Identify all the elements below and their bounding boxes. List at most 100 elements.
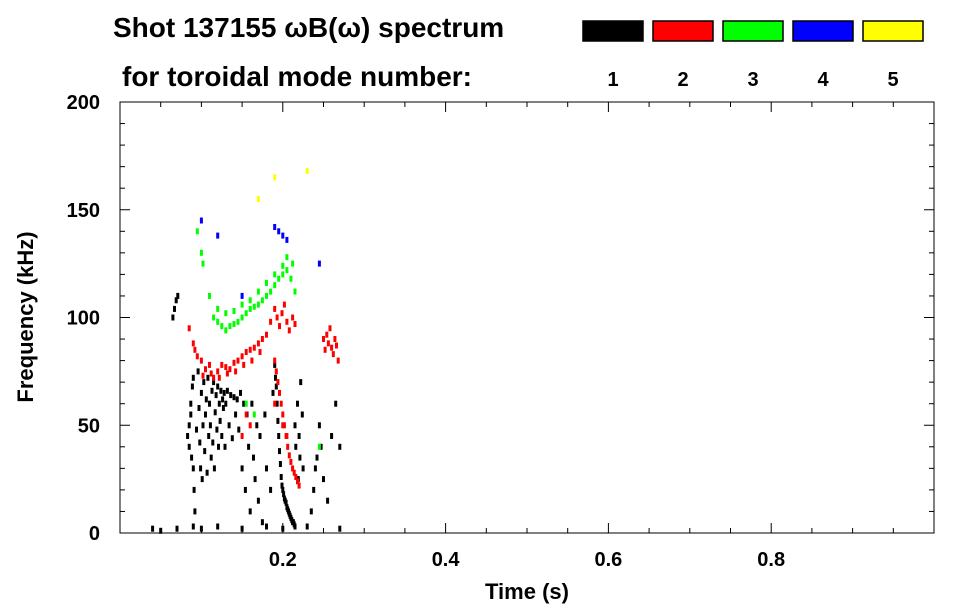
data-point [285, 236, 289, 243]
legend-swatch-3 [722, 20, 784, 42]
data-point [191, 465, 195, 472]
data-point [232, 308, 236, 314]
x-tick-label: 0.6 [594, 549, 622, 571]
data-points [151, 168, 342, 534]
data-point [258, 349, 262, 355]
data-point [244, 310, 248, 317]
data-point [213, 409, 217, 416]
data-point [279, 400, 283, 407]
data-point [248, 422, 252, 429]
data-point [216, 318, 220, 325]
data-point [269, 486, 273, 493]
data-point [273, 271, 277, 278]
data-point [232, 394, 236, 401]
data-point [224, 310, 228, 317]
data-point [282, 301, 286, 308]
data-point [243, 486, 247, 493]
data-point [276, 379, 280, 386]
legend-swatch-2 [652, 20, 714, 42]
data-point [224, 327, 228, 334]
data-point [265, 280, 268, 286]
data-point [224, 364, 228, 371]
data-point [273, 224, 277, 230]
data-point [285, 433, 289, 439]
data-point [208, 400, 211, 407]
data-point [208, 292, 211, 299]
data-point [280, 310, 284, 317]
data-point [256, 196, 260, 202]
data-point [221, 396, 225, 403]
data-point [240, 314, 244, 321]
data-point [276, 417, 280, 424]
data-point [323, 346, 327, 353]
y-axis-label: Frequency (kHz) [13, 231, 38, 402]
data-point [175, 525, 179, 532]
data-point [256, 288, 260, 295]
data-point [281, 271, 285, 278]
data-point [252, 411, 256, 418]
data-point [286, 443, 290, 450]
data-point [191, 340, 195, 347]
data-point [201, 260, 205, 267]
data-point [234, 368, 238, 375]
legend-label-4: 4 [817, 69, 829, 91]
data-point [297, 433, 301, 439]
data-point [209, 454, 213, 461]
data-point [322, 336, 325, 342]
data-point [216, 368, 220, 375]
data-point [326, 340, 330, 347]
data-point [296, 478, 299, 485]
data-point [240, 433, 244, 439]
y-tick-label: 50 [78, 415, 100, 437]
data-point [217, 400, 221, 407]
data-point [192, 486, 196, 493]
data-point [273, 305, 277, 312]
data-point [309, 508, 313, 515]
data-point [263, 411, 267, 418]
data-point [237, 426, 241, 433]
data-point [206, 374, 210, 381]
data-point [201, 372, 205, 379]
data-point [204, 396, 208, 403]
data-point [301, 465, 305, 472]
data-point [319, 443, 323, 450]
data-point [252, 303, 256, 310]
data-point [274, 383, 278, 390]
data-point [247, 443, 251, 450]
data-point [187, 325, 191, 332]
y-tick-label: 150 [67, 200, 100, 222]
data-point [187, 422, 191, 429]
data-point [199, 249, 203, 256]
data-point [216, 232, 220, 239]
data-point [199, 465, 203, 472]
data-point [273, 282, 277, 289]
y-tick-label: 200 [67, 92, 100, 114]
data-point [300, 411, 304, 418]
data-point [252, 454, 255, 461]
data-point [225, 370, 229, 377]
data-point [250, 400, 254, 407]
data-point [291, 465, 295, 472]
data-point [277, 275, 281, 282]
y-tick-label: 100 [67, 308, 100, 330]
data-point [211, 439, 215, 446]
data-point [244, 349, 248, 355]
data-point [222, 389, 226, 396]
data-point [278, 461, 282, 467]
data-point [203, 448, 207, 455]
data-point [195, 426, 198, 433]
data-point [200, 476, 204, 483]
data-point [287, 452, 291, 459]
data-point [273, 174, 277, 181]
data-point [191, 374, 195, 381]
data-point [227, 422, 231, 429]
series-mode-2 [187, 301, 340, 489]
data-point [269, 318, 273, 325]
data-point [256, 497, 260, 504]
data-point [328, 325, 332, 332]
data-point [260, 336, 264, 342]
data-point [281, 486, 285, 493]
data-point [218, 417, 222, 424]
data-point [242, 400, 246, 407]
data-point [212, 465, 216, 472]
